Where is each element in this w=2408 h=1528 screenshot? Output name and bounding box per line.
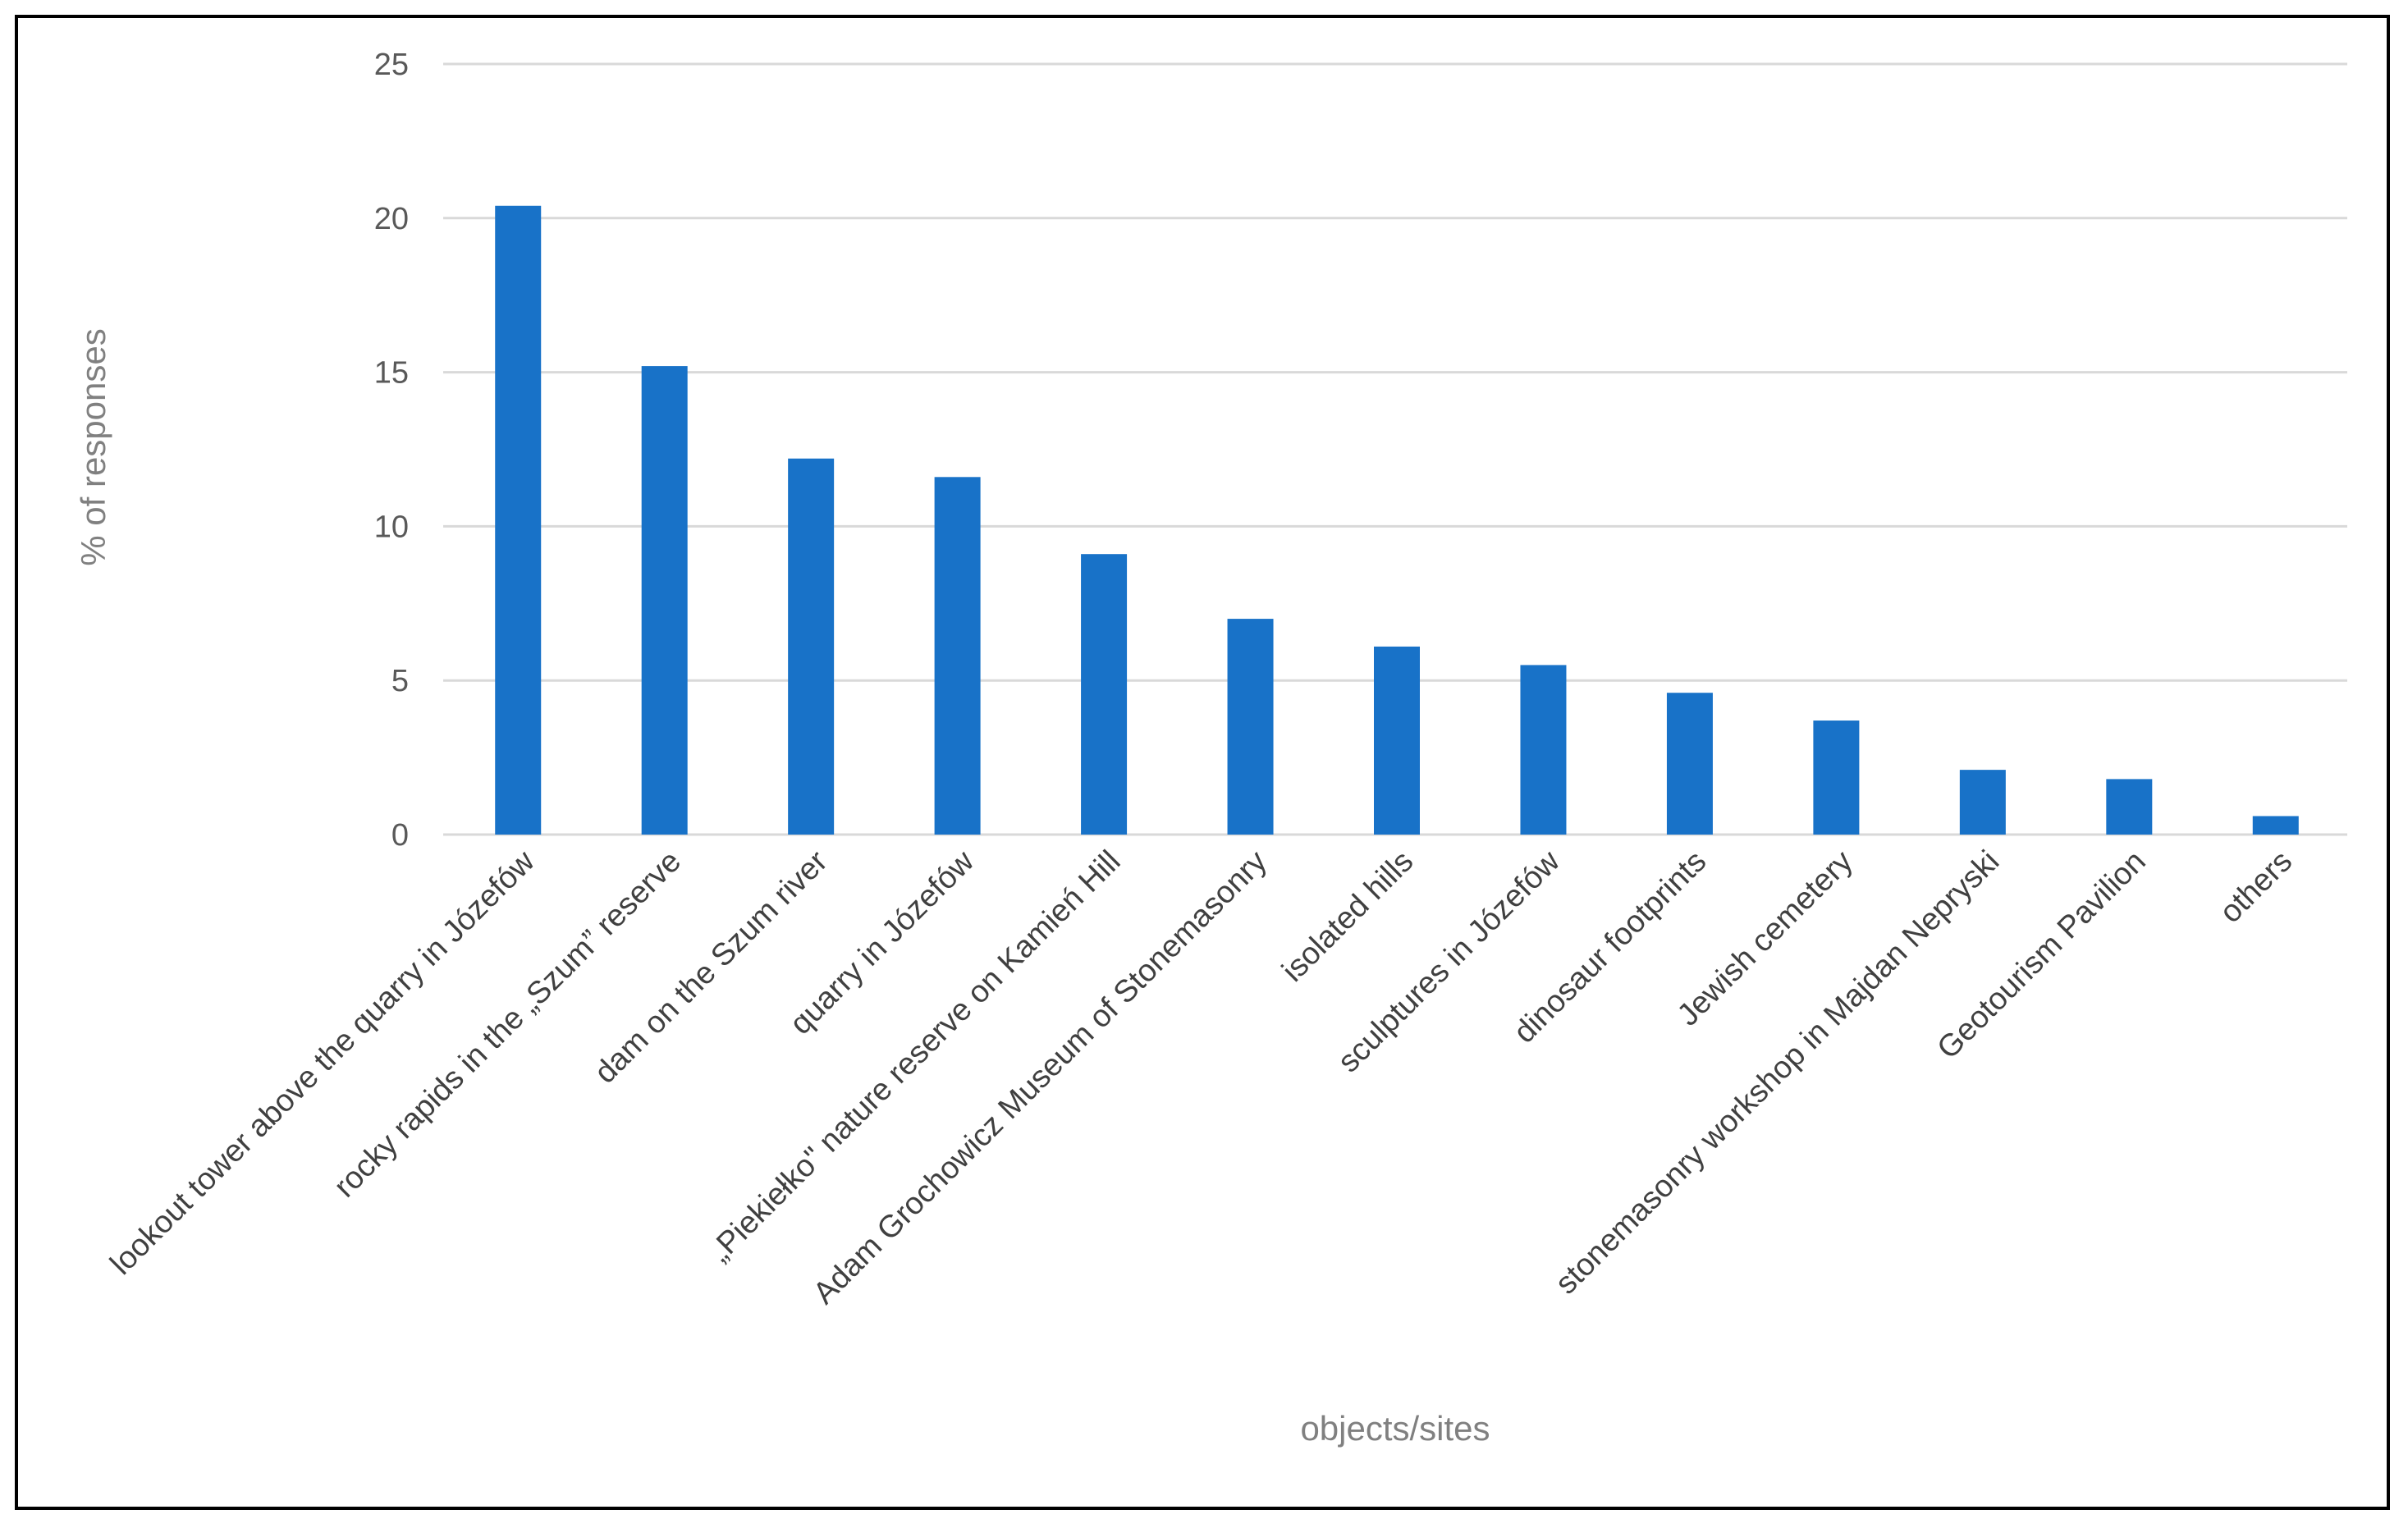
bar: [1813, 721, 1860, 835]
bar: [495, 205, 542, 835]
y-tick-label: 25: [374, 48, 409, 82]
y-tick-label: 15: [374, 356, 409, 391]
bar: [1227, 619, 1274, 835]
bar: [2106, 779, 2153, 835]
x-tick-label: others: [2213, 844, 2299, 930]
x-tick-labels: lookout tower above the quarry in Józefó…: [104, 844, 2300, 1311]
y-tick-label: 5: [391, 664, 409, 698]
chart-frame: [15, 15, 2390, 1510]
bar: [2252, 816, 2299, 835]
y-tick-label: 0: [391, 818, 409, 853]
y-axis-title: % of responses: [74, 328, 112, 566]
bar: [1374, 646, 1420, 835]
bar: [1520, 665, 1567, 835]
gridlines: [443, 62, 2347, 836]
x-tick-label: dam on the Szum river: [588, 844, 835, 1090]
bar: [1666, 693, 1713, 835]
y-tick-labels: 0 5 10 15 20 25: [374, 48, 409, 853]
bar: [1081, 554, 1128, 835]
bar: [934, 477, 981, 835]
bar: [788, 458, 835, 835]
bar: [1959, 770, 2006, 835]
x-axis-title: objects/sites: [1300, 1409, 1490, 1448]
y-tick-label: 20: [374, 202, 409, 236]
bar: [641, 366, 688, 835]
bars: [495, 205, 2299, 835]
y-tick-label: 10: [374, 510, 409, 544]
x-tick-label: isolated hills: [1275, 844, 1420, 989]
